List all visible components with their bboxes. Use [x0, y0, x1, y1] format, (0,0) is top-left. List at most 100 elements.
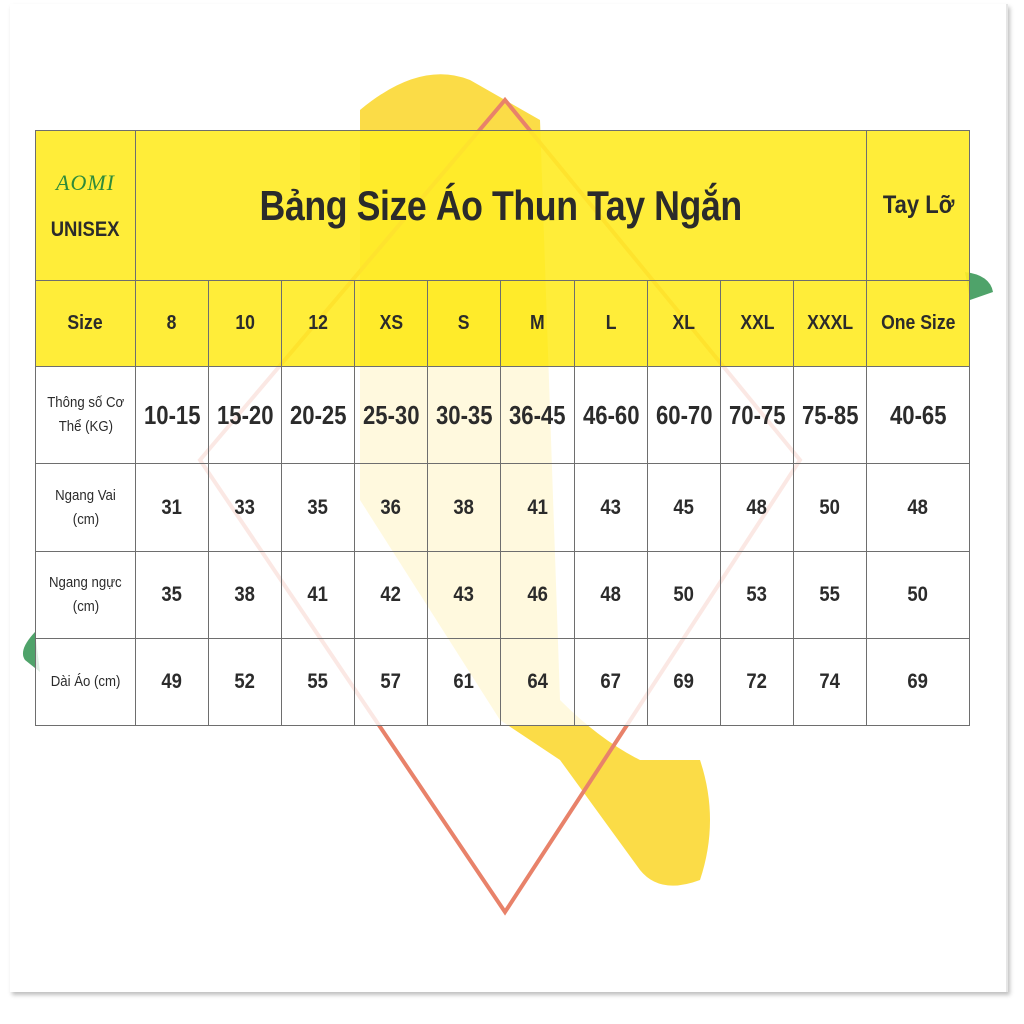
- table-cell: 36-45: [500, 366, 575, 464]
- cell-value: 20-25: [289, 399, 347, 430]
- size-cell: XXXL: [792, 280, 868, 367]
- size-cell: 10: [208, 280, 282, 367]
- table-row: Ngang ngực (cm) 35 38 41 42 43 46 48 50 53 55 50: [35, 551, 971, 639]
- table-cell: 46: [500, 551, 575, 639]
- cell-value: 64: [527, 670, 548, 693]
- size-table: AOMI UNISEX Bảng Size Áo Thun Tay Ngắn T…: [35, 130, 971, 726]
- table-cell: 74: [792, 638, 868, 726]
- table-cell: 33: [208, 463, 282, 552]
- row-label-cell: Thông số Cơ Thể (KG): [35, 366, 136, 464]
- cell-value: 15-20: [216, 399, 274, 430]
- cell-value: 48: [600, 583, 622, 606]
- cell-value: 43: [600, 495, 622, 519]
- table-cell: 25-30: [354, 366, 428, 464]
- table-cell: 38: [427, 463, 501, 552]
- table-cell: 35: [281, 463, 355, 552]
- cell-value: 38: [234, 583, 256, 606]
- table-row: Ngang Vai (cm) 31 33 35 36 38 41 43 45 48 50 48: [35, 463, 971, 552]
- table-cell: 43: [574, 463, 648, 552]
- table-cell: 36: [354, 463, 428, 552]
- cell-value: 46: [527, 583, 548, 606]
- size-cell: XXL: [720, 280, 794, 367]
- size-value: 8: [167, 312, 177, 334]
- table-cell: 50: [866, 551, 971, 639]
- side-title: Tay Lỡ: [882, 191, 954, 219]
- table-cell: 55: [792, 551, 868, 639]
- cell-value: 46-60: [582, 399, 640, 430]
- size-cell: 8: [135, 280, 209, 367]
- table-cell: 38: [208, 551, 282, 639]
- table-cell: 70-75: [720, 366, 794, 464]
- table-cell: 40-65: [866, 366, 971, 464]
- cell-value: 72: [746, 670, 768, 693]
- cell-value: 33: [234, 495, 256, 519]
- cell-value: 35: [161, 583, 183, 606]
- table-cell: 72: [720, 638, 794, 726]
- logo-cell: AOMI UNISEX: [35, 130, 136, 281]
- cell-value: 53: [746, 583, 768, 606]
- row-label: (cm): [72, 510, 99, 528]
- row-label: Thể (KG): [58, 418, 113, 435]
- table-cell: 15-20: [208, 366, 282, 464]
- table-cell: 48: [866, 463, 971, 552]
- title-row: AOMI UNISEX Bảng Size Áo Thun Tay Ngắn T…: [35, 130, 971, 281]
- table-cell: 45: [647, 463, 721, 552]
- size-label-cell: Size: [35, 280, 136, 367]
- row-label-cell: Ngang ngực (cm): [35, 551, 136, 639]
- cell-value: 41: [307, 583, 329, 606]
- cell-value: 55: [819, 583, 841, 606]
- row-label: Thông số Cơ: [47, 394, 124, 411]
- size-cell: One Size: [866, 280, 971, 367]
- table-row: Dài Áo (cm) 49 52 55 57 61 64 67 69 72 74 69: [35, 638, 971, 726]
- size-value: XXXL: [807, 312, 854, 334]
- cell-value: 50: [907, 583, 929, 606]
- table-cell: 48: [574, 551, 648, 639]
- green-leaf-right: [965, 272, 993, 300]
- row-label: Dài Áo (cm): [50, 673, 121, 690]
- size-value: M: [530, 312, 545, 334]
- cell-value: 74: [819, 670, 841, 693]
- cell-value: 75-85: [801, 399, 859, 430]
- table-cell: 20-25: [281, 366, 355, 464]
- cell-value: 38: [453, 495, 475, 519]
- cell-value: 36-45: [509, 399, 566, 430]
- size-cell: 12: [281, 280, 355, 367]
- cell-value: 30-35: [435, 399, 493, 430]
- table-cell: 43: [427, 551, 501, 639]
- cell-value: 48: [907, 495, 929, 519]
- cell-value: 45: [673, 495, 695, 519]
- table-cell: 50: [792, 463, 868, 552]
- table-cell: 75-85: [792, 366, 868, 464]
- cell-value: 31: [161, 495, 183, 519]
- size-value: XXL: [739, 312, 775, 334]
- page-title: Bảng Size Áo Thun Tay Ngắn: [259, 181, 743, 229]
- row-label: Ngang ngực: [49, 574, 122, 591]
- table-cell: 46-60: [574, 366, 648, 464]
- table-cell: 30-35: [427, 366, 501, 464]
- cell-value: 35: [307, 495, 329, 519]
- size-value: L: [605, 312, 617, 334]
- size-cell: M: [500, 280, 575, 367]
- cell-value: 70-75: [728, 399, 786, 430]
- table-cell: 35: [135, 551, 209, 639]
- size-value: 12: [308, 312, 328, 334]
- table-cell: 67: [574, 638, 648, 726]
- cell-value: 48: [746, 495, 768, 519]
- side-title-cell: Tay Lỡ: [866, 130, 971, 281]
- table-cell: 41: [281, 551, 355, 639]
- size-value: XL: [672, 312, 696, 334]
- unisex-label: UNISEX: [51, 217, 120, 241]
- table-cell: 61: [427, 638, 501, 726]
- cell-value: 43: [453, 583, 475, 606]
- row-label-cell: Ngang Vai (cm): [35, 463, 136, 552]
- cell-value: 50: [819, 495, 841, 519]
- cell-value: 55: [307, 670, 329, 693]
- size-value: XS: [379, 312, 403, 334]
- table-cell: 41: [500, 463, 575, 552]
- size-label: Size: [67, 312, 104, 334]
- cell-value: 41: [527, 495, 548, 519]
- table-cell: 57: [354, 638, 428, 726]
- size-row: Size 8 10 12 XS S M L XL XXL XXXL One Size: [35, 280, 971, 367]
- row-label: (cm): [72, 598, 99, 615]
- cell-value: 57: [380, 670, 402, 693]
